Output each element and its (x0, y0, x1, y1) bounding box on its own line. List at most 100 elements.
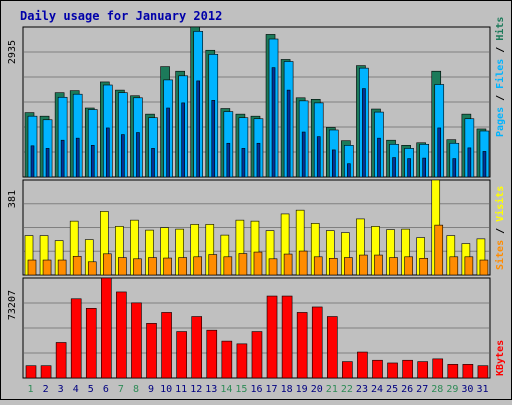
bar-sites (193, 256, 203, 276)
x-tick-label: 26 (401, 384, 413, 395)
bar-kbytes (146, 323, 157, 379)
x-tick-label: 28 (431, 384, 443, 395)
x-tick-label: 21 (326, 384, 338, 395)
x-tick-label: 10 (160, 384, 172, 395)
bar-pages (452, 158, 457, 178)
x-tick-label: 15 (235, 384, 247, 395)
bar-pages (392, 157, 396, 178)
bar-pages (347, 163, 351, 178)
legend-entry: KBytes (495, 340, 506, 376)
bar-kbytes (342, 361, 353, 379)
bar-kbytes (387, 362, 398, 379)
x-tick-label: 8 (133, 384, 139, 395)
bar-pages (151, 148, 155, 178)
bar-kbytes (296, 312, 308, 379)
bar-sites (223, 256, 233, 276)
bar-kbytes (251, 331, 263, 379)
bar-sites (479, 259, 489, 276)
bar-kbytes (161, 312, 172, 379)
bar-pages (316, 136, 321, 178)
x-tick-label: 16 (250, 384, 262, 395)
bar-pages (30, 145, 35, 178)
bar-kbytes (477, 365, 489, 379)
bar-kbytes (311, 306, 323, 379)
bar-kbytes (40, 365, 52, 379)
bar-pages (271, 67, 276, 178)
bar-pages (181, 102, 185, 178)
bar-pages (106, 127, 110, 178)
bar-kbytes (432, 358, 444, 379)
bar-pages (196, 80, 201, 178)
x-tick-label: 25 (386, 384, 398, 395)
bar-kbytes (116, 291, 127, 379)
x-tick-label: 4 (73, 384, 79, 395)
bar-sites (238, 253, 248, 276)
bar-sites (313, 256, 323, 276)
x-tick-label: 23 (356, 384, 368, 395)
bar-pages (90, 145, 95, 178)
bar-kbytes (462, 364, 474, 379)
bar-pages (407, 158, 411, 178)
x-tick-label: 24 (371, 384, 383, 395)
x-tick-label: 6 (103, 384, 109, 395)
bar-kbytes (357, 351, 368, 379)
bar-sites (87, 261, 97, 276)
bar-kbytes (25, 365, 37, 379)
bar-pages (75, 137, 80, 178)
bar-sites (42, 259, 52, 276)
ymax-label: 73207 (7, 290, 18, 320)
bar-pages (166, 107, 170, 178)
bar-sites (328, 257, 338, 276)
bar-pages (331, 149, 336, 178)
legend: Pages / Files / Hits (494, 17, 506, 137)
legend-entry: Visits (494, 186, 506, 222)
x-tick-label: 20 (311, 384, 323, 395)
bar-pages (362, 88, 366, 178)
bar-sites (404, 256, 413, 276)
x-tick-label: 29 (446, 384, 458, 395)
bar-pages (136, 132, 140, 178)
x-tick-label: 5 (88, 384, 94, 395)
bar-sites (268, 258, 278, 276)
bar-sites (27, 259, 37, 276)
bar-kbytes (326, 316, 338, 379)
x-tick-label: 18 (281, 384, 293, 395)
x-tick-label: 1 (28, 384, 34, 395)
bar-sites (133, 258, 142, 276)
bar-sites (118, 257, 127, 276)
bar-pages (211, 100, 216, 178)
bar-kbytes (191, 316, 203, 379)
bar-kbytes (55, 342, 67, 379)
bar-sites (253, 251, 263, 276)
x-tick-label: 7 (118, 384, 124, 395)
bar-pages (45, 148, 50, 178)
bar-pages (422, 157, 426, 178)
x-tick-label: 22 (341, 384, 353, 395)
bar-kbytes (101, 277, 112, 379)
bar-pages (467, 147, 472, 178)
bar-sites (103, 253, 112, 276)
bar-pages (121, 134, 125, 178)
bar-sites (449, 256, 459, 276)
bar-kbytes (70, 298, 82, 379)
legend-entry: Hits (494, 17, 506, 41)
x-tick-label: 11 (175, 384, 187, 395)
x-tick-label: 2 (43, 384, 49, 395)
ymax-label: 2935 (7, 40, 18, 64)
bar-pages (437, 127, 442, 178)
bar-pages (482, 151, 487, 178)
x-tick-label: 31 (476, 384, 488, 395)
chart-title: Daily usage for January 2012 (20, 9, 222, 23)
bar-kbytes (266, 295, 278, 379)
legend: KBytes (495, 340, 506, 376)
bar-kbytes (417, 361, 428, 379)
ymax-label: 381 (7, 190, 18, 208)
bar-sites (208, 254, 218, 276)
x-tick-label: 13 (205, 384, 217, 395)
x-tick-label: 14 (220, 384, 232, 395)
bar-kbytes (236, 343, 248, 379)
bar-sites (344, 257, 353, 276)
legend-entry: Sites (494, 240, 506, 270)
bar-sites (283, 253, 293, 276)
x-tick-label: 27 (416, 384, 428, 395)
